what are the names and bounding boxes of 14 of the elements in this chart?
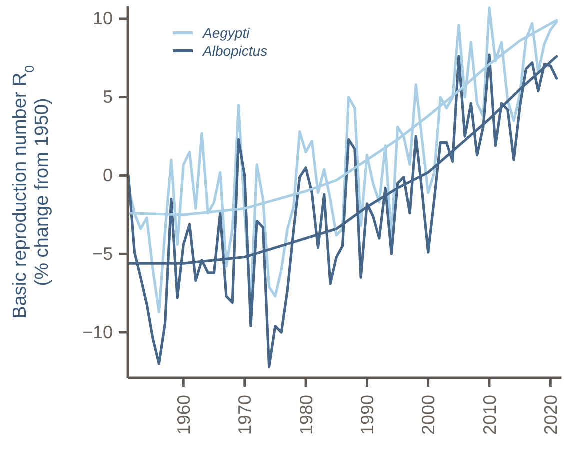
x-tick-label: 1990 bbox=[357, 395, 378, 436]
legend-label: Aegypti bbox=[202, 24, 251, 41]
x-tick-label: 2000 bbox=[418, 395, 439, 436]
legend-label: Albopictus bbox=[202, 42, 268, 59]
x-tick-label: 1960 bbox=[174, 395, 194, 436]
x-tick-label: 2020 bbox=[540, 395, 561, 436]
y-tick-label: 10 bbox=[92, 8, 113, 29]
x-tick-label: 1970 bbox=[235, 395, 256, 436]
y-tick-label: 0 bbox=[102, 165, 113, 186]
y-tick-label: −10 bbox=[82, 322, 113, 342]
x-tick-label: 2010 bbox=[480, 395, 500, 436]
x-tick-label: 1980 bbox=[296, 395, 316, 436]
y-tick-label: 5 bbox=[102, 87, 113, 108]
y-tick-label: −5 bbox=[92, 244, 113, 264]
